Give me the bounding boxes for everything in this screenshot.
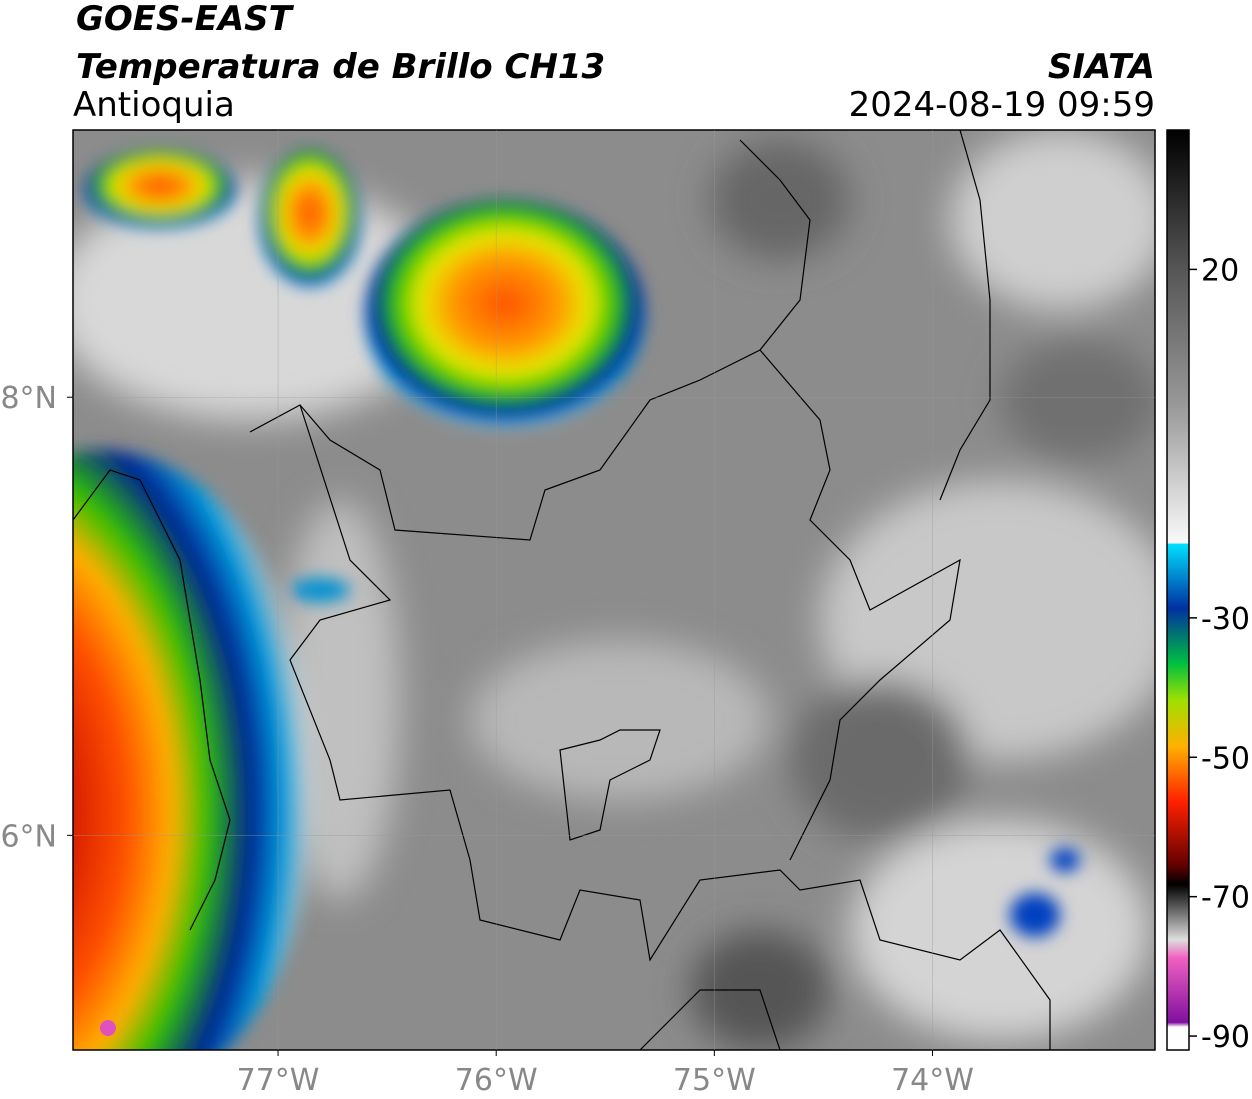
source: SIATA <box>1048 47 1155 87</box>
satellite-image <box>73 130 1155 1050</box>
product: Temperatura de Brillo CH13 <box>76 47 605 87</box>
colorbar-tick-label: 20 <box>1201 253 1239 288</box>
x-tick-label: 74°W <box>891 1063 974 1098</box>
x-tick-label: 76°W <box>455 1063 538 1098</box>
colorbar-tick-label: -70 <box>1201 881 1250 916</box>
region: Antioquia <box>73 85 235 125</box>
colorbar-tick-label: -30 <box>1201 602 1250 637</box>
colorbar <box>1166 129 1190 1051</box>
colorbar-tick-label: -50 <box>1201 741 1250 776</box>
x-tick-label: 75°W <box>673 1063 756 1098</box>
datetime: 2024-08-19 09:59 <box>849 85 1155 125</box>
map-frame <box>72 129 1156 1051</box>
x-tick-label: 77°W <box>237 1063 320 1098</box>
y-tick-label: 6°N <box>0 819 57 854</box>
y-tick-label: 8°N <box>0 381 57 416</box>
satellite: GOES-EAST <box>76 0 295 39</box>
colorbar-tick-label: -90 <box>1201 1020 1250 1055</box>
